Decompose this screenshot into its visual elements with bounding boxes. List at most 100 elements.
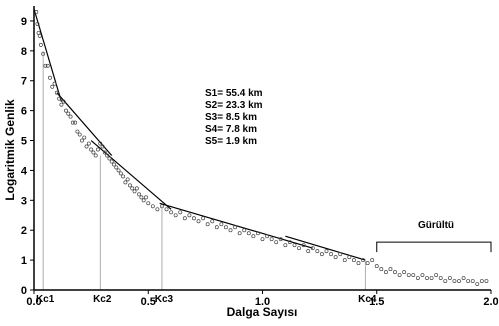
data-point xyxy=(411,273,416,278)
data-point xyxy=(292,243,297,248)
y-tick-label: 1 xyxy=(21,255,27,267)
data-point xyxy=(219,222,224,227)
data-point xyxy=(406,273,411,278)
data-point xyxy=(246,231,251,236)
data-point xyxy=(66,111,71,116)
x-tick-label: 0.5 xyxy=(141,296,156,308)
data-point xyxy=(107,156,112,161)
data-point xyxy=(173,213,178,218)
data-point xyxy=(54,90,59,95)
data-point xyxy=(80,138,84,143)
data-point xyxy=(365,261,370,266)
data-point xyxy=(479,279,484,283)
depth-label: S5= 1.9 km xyxy=(205,136,257,147)
data-point xyxy=(228,228,233,233)
data-point xyxy=(466,279,471,283)
data-point xyxy=(210,219,215,224)
data-point xyxy=(155,207,160,212)
data-point xyxy=(425,276,429,280)
data-point xyxy=(420,273,425,278)
data-point xyxy=(164,207,169,212)
data-point xyxy=(484,279,489,283)
data-point xyxy=(132,189,137,194)
kc-markers: Kc1 Kc2 Kc3 Kc4 xyxy=(36,50,377,305)
data-point xyxy=(475,282,480,286)
axes: 0 1 2 3 4 5 6 7 8 9 0.0 0.5 1.0 1.5 2.0 xyxy=(21,6,499,308)
data-point xyxy=(255,231,260,236)
data-point xyxy=(52,81,57,86)
data-point xyxy=(274,240,279,245)
data-point xyxy=(443,279,448,283)
data-point xyxy=(438,276,443,280)
data-point xyxy=(68,114,73,119)
depth-label: S1= 55.4 km xyxy=(205,88,263,99)
y-tick-label: 3 xyxy=(21,195,27,207)
data-point xyxy=(50,84,55,89)
data-point xyxy=(109,159,114,164)
data-point xyxy=(144,195,148,200)
data-point xyxy=(265,234,270,239)
data-point xyxy=(457,279,461,283)
data-point xyxy=(116,168,121,173)
data-point xyxy=(102,150,107,155)
data-point xyxy=(297,246,302,251)
noise-label: Gürültü xyxy=(418,220,454,231)
data-point xyxy=(356,261,361,266)
y-tick-label: 6 xyxy=(21,106,27,118)
data-point xyxy=(310,246,315,251)
kc-label: Kc3 xyxy=(155,294,174,305)
data-point xyxy=(146,201,151,206)
data-point xyxy=(447,276,452,280)
fit-line xyxy=(285,235,366,261)
data-point xyxy=(77,132,82,137)
x-tick-label: 0.0 xyxy=(26,296,41,308)
data-point xyxy=(121,174,126,179)
data-point xyxy=(114,165,119,170)
data-points xyxy=(34,10,489,286)
data-point xyxy=(283,243,288,248)
data-point xyxy=(84,144,89,149)
data-point xyxy=(73,120,78,125)
data-point xyxy=(415,276,420,280)
x-tick-label: 1.5 xyxy=(369,296,384,308)
y-axis-title: Logaritmik Genlik xyxy=(3,99,17,201)
data-point xyxy=(324,249,329,254)
fit-line xyxy=(33,8,62,102)
data-point xyxy=(128,183,132,188)
data-point xyxy=(82,135,87,140)
data-point xyxy=(59,102,64,107)
data-point xyxy=(187,213,192,218)
data-point xyxy=(429,276,434,280)
data-point xyxy=(251,234,256,239)
y-tick-label: 0 xyxy=(21,285,27,297)
depth-label: S3= 8.5 km xyxy=(205,112,257,123)
data-point xyxy=(452,279,457,283)
data-point xyxy=(191,216,196,221)
data-point xyxy=(89,147,94,152)
y-tick-label: 7 xyxy=(21,76,27,88)
data-point xyxy=(196,219,201,224)
data-point xyxy=(57,96,62,101)
data-point xyxy=(75,129,80,134)
data-point xyxy=(319,252,324,257)
data-point xyxy=(379,267,384,272)
depth-estimates: S1= 55.4 km S2= 23.3 km S3= 8.5 km S4= 7… xyxy=(205,88,263,147)
data-point xyxy=(338,252,343,257)
data-point xyxy=(64,108,68,113)
data-point xyxy=(342,258,347,263)
data-point xyxy=(137,192,142,197)
data-point xyxy=(233,225,238,230)
x-axis-title: Dalga Sayısı xyxy=(227,305,298,319)
data-point xyxy=(178,210,183,215)
noise-bracket: Gürültü xyxy=(376,220,492,253)
data-point xyxy=(38,42,43,47)
data-point xyxy=(123,180,128,185)
y-tick-label: 2 xyxy=(21,225,27,237)
y-tick-label: 8 xyxy=(21,46,27,58)
data-point xyxy=(98,141,103,146)
x-tick-label: 2.0 xyxy=(483,296,498,308)
data-point xyxy=(287,240,292,245)
data-point xyxy=(301,243,306,248)
data-point xyxy=(91,150,96,155)
